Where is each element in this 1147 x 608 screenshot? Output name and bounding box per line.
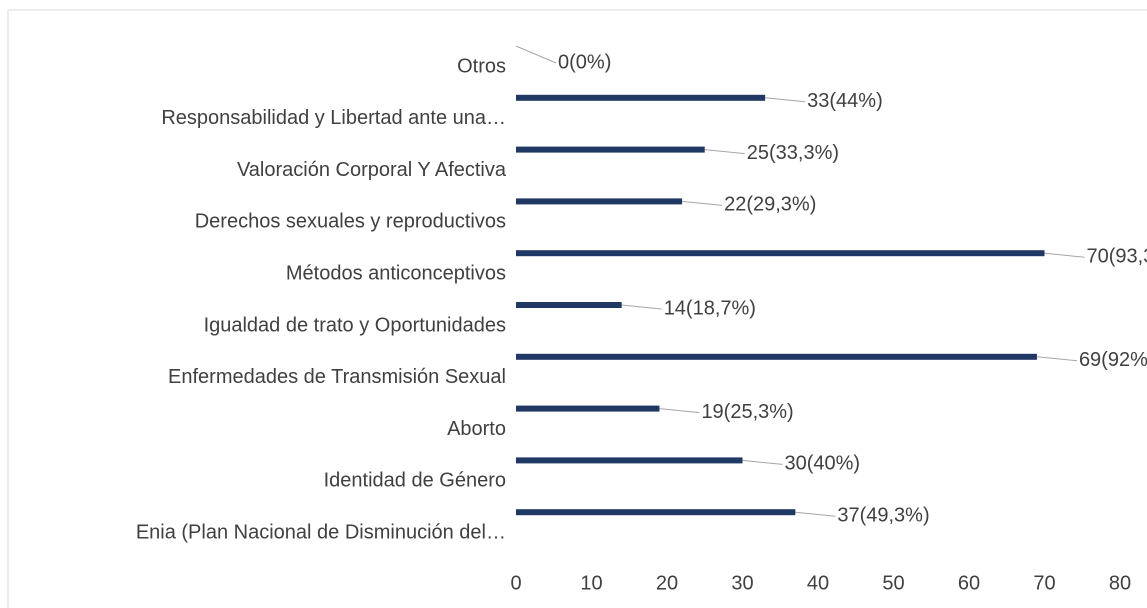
x-tick-label: 20	[656, 572, 678, 594]
y-tick-label: Igualdad de trato y Oportunidades	[204, 314, 506, 336]
bar	[516, 457, 743, 464]
y-tick-label: Valoración Corporal Y Afectiva	[237, 159, 507, 181]
y-tick-label: Enia (Plan Nacional de Disminución del…	[136, 521, 506, 543]
bar	[516, 509, 796, 516]
leader-line	[704, 149, 745, 155]
data-label: 0(0%)	[558, 51, 611, 73]
y-tick-label: Aborto	[447, 418, 506, 440]
data-label: 30(40%)	[785, 453, 861, 475]
x-tick-label: 60	[958, 572, 980, 594]
data-label: 37(49,3%)	[837, 504, 929, 526]
leader-line	[515, 45, 557, 64]
x-tick-label: 40	[807, 572, 829, 594]
leader-line	[742, 459, 783, 465]
x-tick-label: 70	[1033, 572, 1055, 594]
data-label: 33(44%)	[807, 90, 883, 112]
bar	[516, 405, 660, 412]
leader-line	[682, 200, 723, 206]
leader-line	[621, 304, 662, 310]
data-label: 22(29,3%)	[724, 194, 816, 216]
x-tick-label: 10	[580, 572, 602, 594]
leader-line	[1044, 252, 1085, 258]
chart-border	[7, 9, 1147, 608]
data-label: 70(93,3%)	[1087, 245, 1147, 267]
data-label: 14(18,7%)	[664, 297, 756, 319]
x-tick-label: 50	[882, 572, 904, 594]
bar	[516, 302, 622, 308]
x-tick-label: 0	[510, 572, 521, 594]
leader-line	[659, 408, 700, 414]
bar	[516, 146, 705, 153]
leader-line	[765, 97, 806, 103]
bar	[516, 198, 683, 205]
leader-line	[1036, 356, 1077, 362]
x-tick-label: 30	[731, 572, 753, 594]
data-label: 19(25,3%)	[701, 401, 793, 423]
y-tick-label: Métodos anticonceptivos	[286, 262, 506, 284]
bar	[516, 250, 1045, 257]
bar	[516, 94, 766, 101]
data-label: 69(92%)	[1079, 349, 1147, 371]
bar	[516, 353, 1037, 360]
x-tick-label: 80	[1109, 572, 1131, 594]
y-tick-label: Identidad de Género	[324, 470, 506, 492]
leader-line	[795, 511, 836, 517]
y-tick-label: Derechos sexuales y reproductivos	[195, 211, 506, 233]
data-label: 25(33,3%)	[747, 142, 839, 164]
y-tick-label: Responsabilidad y Libertad ante una…	[161, 107, 506, 129]
y-tick-label: Otros	[457, 55, 506, 77]
y-tick-label: Enfermedades de Transmisión Sexual	[168, 366, 506, 388]
